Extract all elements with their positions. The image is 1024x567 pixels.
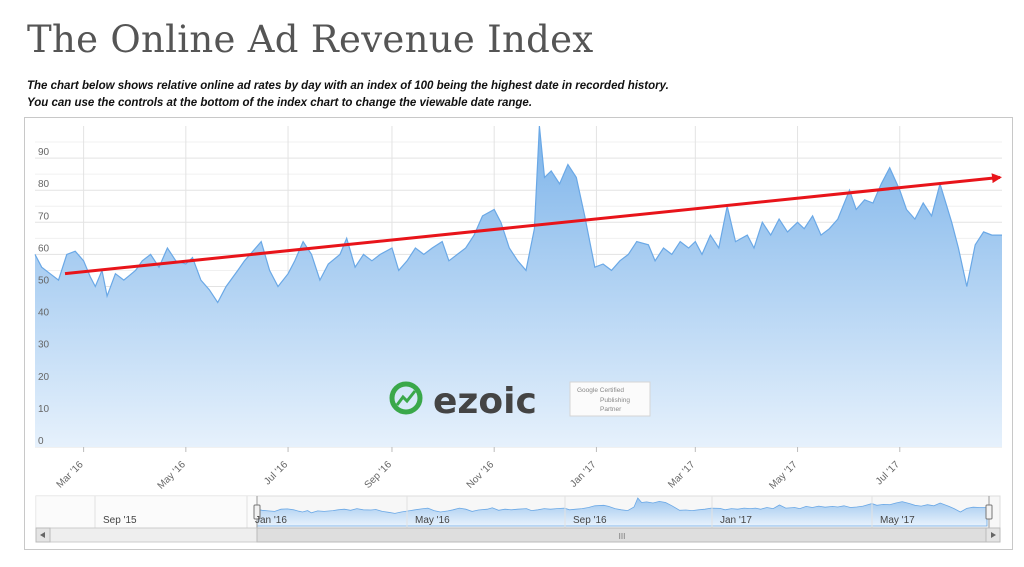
y-tick-label: 70: [38, 211, 50, 222]
ezoic-logo-icon: [389, 381, 423, 415]
navigator-tick-label: Sep '15: [103, 515, 137, 526]
chart-frame: 0 10 20 30 40 50 60 70 80 90 Mar '16 May '16 Jul '1…: [24, 117, 1013, 550]
trend-arrow-layer: [64, 173, 1002, 276]
navigator-tick-label: May '17: [880, 515, 915, 526]
ezoic-brand-text: ezoic: [433, 381, 537, 422]
navigator-handle-left[interactable]: [253, 504, 261, 520]
navigator[interactable]: Sep '15 Jan '16 May '16 Sep '16 Jan '17 May '…: [35, 495, 1001, 529]
y-tick-label: 30: [38, 340, 50, 351]
x-tick-label: Mar '16: [55, 459, 86, 490]
navigator-ticks: Sep '15 Jan '16 May '16 Sep '16 Jan '17 May '…: [94, 496, 915, 528]
navigator-tick-label: Jan '16: [255, 515, 287, 526]
y-tick-label: 20: [38, 372, 50, 383]
badge-line-2: Publishing: [600, 397, 630, 404]
certified-badge: [569, 381, 651, 417]
x-tick-label: Sep '16: [363, 459, 395, 491]
x-tick-label: May '17: [767, 459, 800, 492]
y-tick-label: 40: [38, 308, 50, 319]
badge-line-3: Partner: [600, 406, 622, 413]
navigator-tick-label: Sep '16: [573, 515, 607, 526]
x-tick-label: Mar '17: [666, 459, 697, 490]
badge-line-1: Google Certified: [577, 387, 624, 394]
x-tick-label: Nov '16: [465, 459, 497, 491]
x-tick-label: Jul '17: [874, 459, 902, 487]
navigator-mask-left: [36, 496, 257, 528]
ezoic-watermark: ezoic Google Certified Publishing Partne…: [389, 381, 651, 422]
y-tick-label: 80: [38, 179, 50, 190]
navigator-handle-right[interactable]: [985, 504, 993, 520]
ezoic-logo-mark: [395, 390, 417, 406]
y-tick-label: 10: [38, 404, 50, 415]
page-title: The Online Ad Revenue Index: [27, 18, 594, 61]
y-tick-label: 60: [38, 243, 50, 254]
y-tick-label: 0: [38, 436, 44, 447]
y-axis-ticks: 0 10 20 30 40 50 60 70 80 90: [38, 147, 50, 447]
y-tick-label: 90: [38, 147, 50, 158]
scroll-left-arrow-icon: [40, 532, 45, 538]
revenue-index-chart: 0 10 20 30 40 50 60 70 80 90 Mar '16 May '16 Jul '1…: [34, 125, 1002, 543]
scrollbar[interactable]: III: [35, 527, 1001, 543]
x-tick-label: Jan '17: [568, 459, 599, 490]
trend-arrow: [64, 173, 1002, 276]
scrollbar-grip: III: [619, 532, 626, 541]
scroll-right-arrow-icon: [991, 532, 996, 538]
page-subtitle-line-1: The chart below shows relative online ad…: [27, 80, 669, 92]
area-fill: [35, 126, 1002, 447]
y-tick-label: 50: [38, 276, 50, 287]
page-subtitle-line-2: You can use the controls at the bottom o…: [27, 97, 533, 109]
x-tick-label: Jul '16: [262, 459, 290, 487]
x-axis-ticks: Mar '16 May '16 Jul '16 Sep '16 Nov '16 Jan '…: [55, 447, 902, 492]
navigator-tick-label: May '16: [415, 515, 450, 526]
x-tick-label: May '16: [156, 459, 189, 492]
navigator-area: [256, 497, 988, 527]
navigator-tick-label: Jan '17: [720, 515, 752, 526]
